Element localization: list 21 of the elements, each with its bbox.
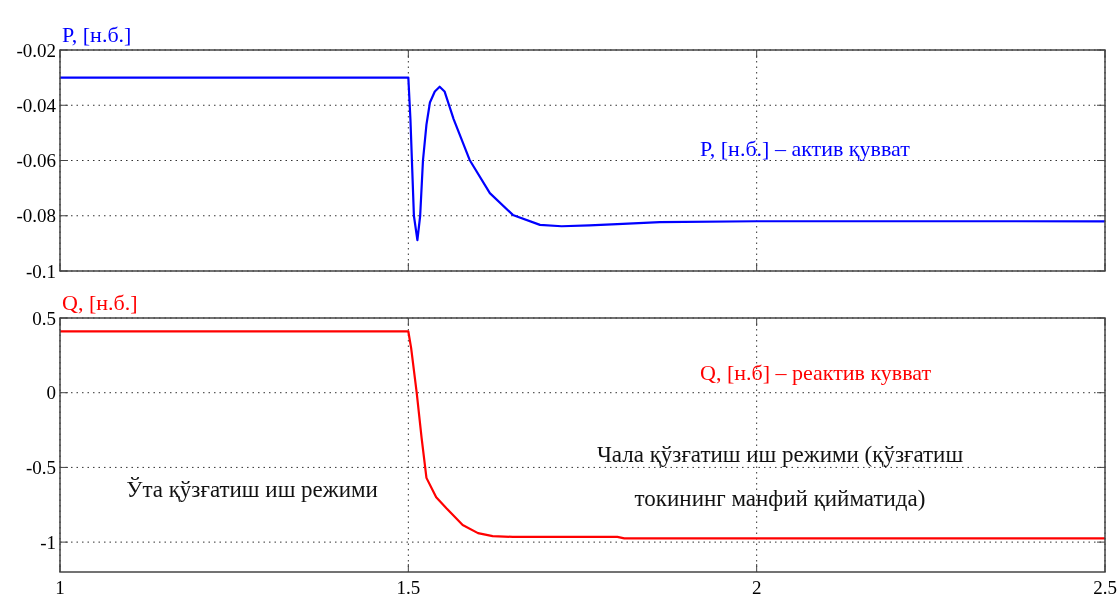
x-tick-label: 2 [751, 577, 762, 598]
y-axis-title: P, [н.б.] [62, 22, 132, 47]
text: Q, [н.б] – реактив кувват [700, 360, 932, 385]
text: P, [н.б.] – актив қувват [700, 136, 911, 161]
y-axis-title: Q, [н.б.] [62, 290, 138, 315]
y-tick-label: -1 [40, 531, 56, 553]
annotation: Чала қўзғатиш иш режими (қўзғатиш токининг манфий қийматида) [596, 442, 964, 511]
y-tick-label: -0.5 [25, 457, 56, 479]
line-series [60, 76, 1105, 242]
y-tick-label: -0.08 [16, 205, 56, 227]
x-tick-label: 2.5 [1093, 577, 1117, 598]
y-tick-label: 0 [46, 382, 56, 404]
y-tick-label: 0.5 [32, 307, 56, 329]
y-tick-label: -0.02 [16, 39, 56, 61]
annotation: Ўта қўзғатиш иш режими [126, 477, 378, 502]
x-tick-label: 1.5 [396, 577, 421, 598]
y-tick-label: -0.1 [25, 260, 56, 282]
y-tick-label: -0.04 [16, 94, 57, 116]
y-tick-label: -0.06 [16, 150, 56, 172]
line-series [60, 330, 1105, 540]
x-tick-label: 1 [55, 577, 65, 598]
